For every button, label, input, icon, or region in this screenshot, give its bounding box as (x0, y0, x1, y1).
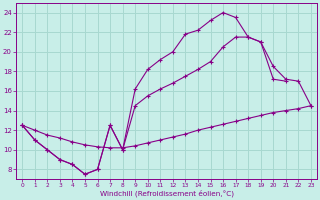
X-axis label: Windchill (Refroidissement éolien,°C): Windchill (Refroidissement éolien,°C) (100, 190, 234, 197)
